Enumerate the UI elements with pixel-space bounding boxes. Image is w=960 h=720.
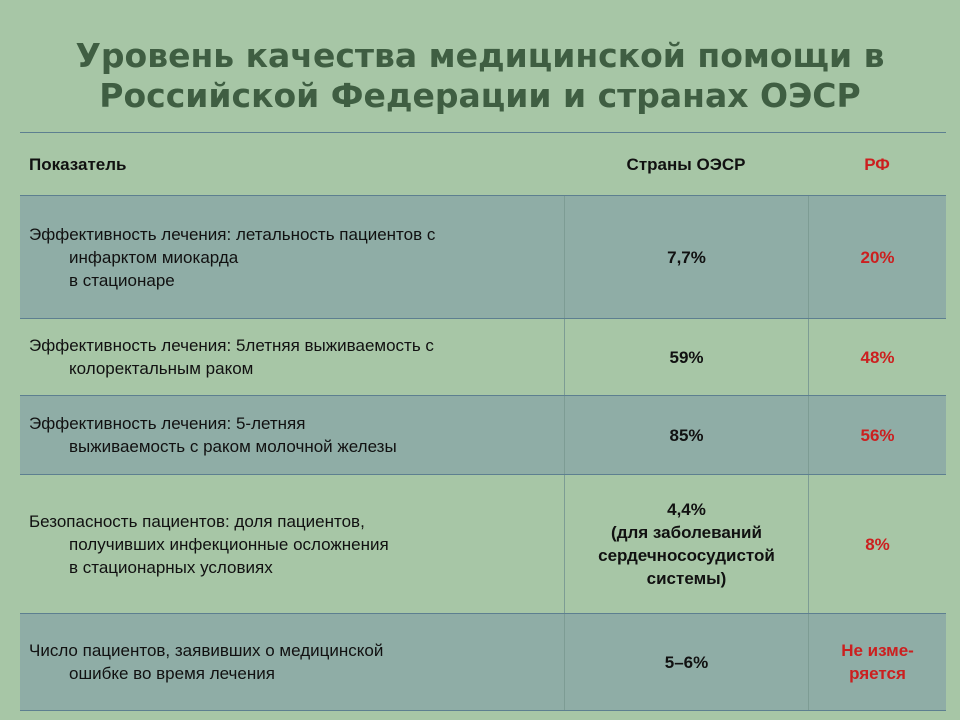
oecd-value: 5–6% <box>664 652 709 672</box>
indicator-line: Эффективность лечения: летальность пацие… <box>29 224 436 244</box>
rf-value: ряется <box>849 664 906 683</box>
quality-table: Показатель Страны ОЭСР РФ Эффективность … <box>20 132 946 711</box>
indicator-line: колоректальным раком <box>69 359 254 378</box>
oecd-value: 85% <box>669 425 704 445</box>
indicator-cell: Число пациентов, заявивших о медицинской… <box>20 614 564 710</box>
indicator-line: Число пациентов, заявивших о медицинской <box>29 641 384 660</box>
oecd-value-cell: 5–6% <box>564 614 808 710</box>
indicator-line: выживаемость с раком молочной железы <box>69 437 397 456</box>
rf-value-cell: 56% <box>808 396 946 474</box>
oecd-value: 4,4% <box>667 500 706 519</box>
indicator-cell: Эффективность лечения: 5летняя выживаемо… <box>20 319 564 395</box>
oecd-value-note: (для заболеваний <box>611 523 762 542</box>
table-row: Эффективность лечения: 5летняя выживаемо… <box>20 318 946 395</box>
indicator-cell: Эффективность лечения: летальность пацие… <box>20 196 564 318</box>
table-row: Эффективность лечения: 5-летняя выживаем… <box>20 395 946 474</box>
indicator-line: в стационарных условиях <box>69 557 273 577</box>
oecd-value-cell: 7,7% <box>564 196 808 318</box>
header-indicator: Показатель <box>29 154 127 174</box>
table-row: Эффективность лечения: летальность пацие… <box>20 195 946 318</box>
indicator-cell: Безопасность пациентов: доля пациентов, … <box>20 475 564 613</box>
oecd-value: 59% <box>669 347 704 367</box>
table-header-row: Показатель Страны ОЭСР РФ <box>20 132 946 195</box>
oecd-value: 7,7% <box>667 247 706 267</box>
rf-value: 56% <box>860 425 895 445</box>
page-title-line-2: Российской Федерации и странах ОЭСР <box>99 76 861 115</box>
rf-value-cell: 8% <box>808 475 946 613</box>
header-rf: РФ <box>864 154 890 174</box>
oecd-value-note: системы) <box>646 569 727 588</box>
oecd-value-cell: 4,4% (для заболеваний сердечнососудистой… <box>564 475 808 613</box>
indicator-cell: Эффективность лечения: 5-летняя выживаем… <box>20 396 564 474</box>
indicator-line: ошибке во время лечения <box>69 664 275 683</box>
rf-value-cell: 48% <box>808 319 946 395</box>
page-title-line-1: Уровень качества медицинской помощи в <box>75 36 885 75</box>
oecd-value-cell: 59% <box>564 319 808 395</box>
indicator-line: получивших инфекционные осложнения <box>69 534 389 554</box>
indicator-line: в стационаре <box>69 270 175 290</box>
indicator-line: Безопасность пациентов: доля пациентов, <box>29 511 365 531</box>
header-oecd: Страны ОЭСР <box>626 154 746 174</box>
rf-value: 48% <box>860 347 895 367</box>
rf-value-cell: 20% <box>808 196 946 318</box>
rf-value: 20% <box>860 247 895 267</box>
table-row: Число пациентов, заявивших о медицинской… <box>20 613 946 711</box>
rf-value-cell: Не изме- ряется <box>808 614 946 710</box>
rf-value: Не изме- <box>841 641 914 660</box>
rf-value: 8% <box>865 534 890 554</box>
indicator-line: Эффективность лечения: 5летняя выживаемо… <box>29 336 434 355</box>
page-title: Уровень качества медицинской помощи в Ро… <box>0 36 960 116</box>
oecd-value-note: сердечнососудистой <box>598 546 775 565</box>
table-row: Безопасность пациентов: доля пациентов, … <box>20 474 946 613</box>
oecd-value-cell: 85% <box>564 396 808 474</box>
indicator-line: Эффективность лечения: 5-летняя <box>29 414 306 433</box>
indicator-line: инфарктом миокарда <box>69 247 239 267</box>
